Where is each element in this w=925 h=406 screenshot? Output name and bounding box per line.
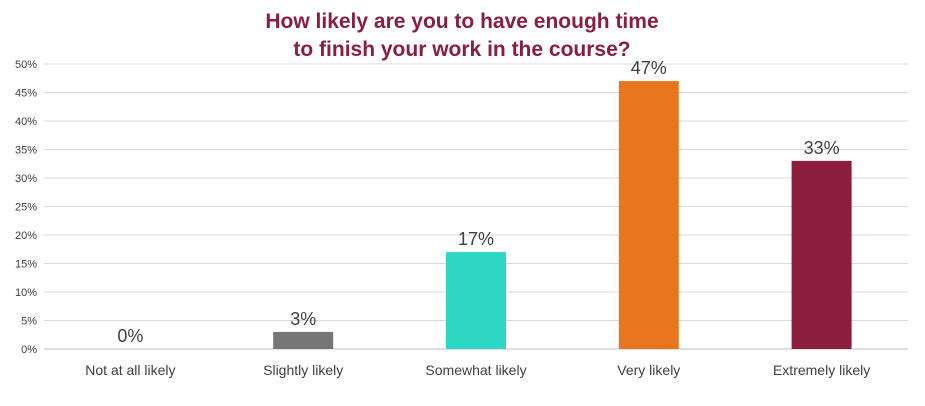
x-tick-label: Somewhat likely — [425, 362, 526, 378]
chart-title: How likely are you to have enough time t… — [265, 10, 658, 61]
x-tick-label: Very likely — [617, 362, 680, 378]
y-tick-label: 45% — [15, 88, 37, 100]
data-label: 3% — [290, 309, 316, 329]
y-tick-label: 25% — [15, 202, 37, 214]
y-tick-label: 15% — [15, 259, 37, 271]
data-label: 0% — [117, 326, 143, 346]
chart-title-line-2: to finish your work in the course? — [293, 38, 630, 61]
gridlines — [44, 63, 908, 350]
x-tick-label: Slightly likely — [263, 362, 343, 378]
y-tick-label: 50% — [15, 59, 37, 71]
x-tick-label: Extremely likely — [773, 362, 870, 378]
y-tick-label: 5% — [21, 316, 37, 328]
bar — [273, 331, 334, 349]
y-tick-label: 35% — [15, 145, 37, 157]
x-axis-tick-labels: Not at all likely Slightly likely Somewhat… — [85, 362, 870, 378]
y-tick-label: 20% — [15, 230, 37, 242]
y-axis-tick-labels: 0% 5% 10% 15% 20% 25% 30% 35% 40% 45% 50% — [15, 59, 37, 356]
x-tick-label: Not at all likely — [85, 362, 175, 378]
bars — [273, 81, 852, 349]
chart-title-line-1: How likely are you to have enough time — [265, 10, 658, 33]
data-label: 33% — [804, 138, 840, 158]
data-label: 17% — [458, 229, 494, 249]
bar — [446, 252, 506, 349]
y-tick-label: 30% — [15, 173, 37, 185]
y-tick-label: 10% — [15, 287, 37, 299]
data-labels: 0% 3% 17% 47% 33% — [117, 58, 839, 346]
y-tick-label: 0% — [21, 344, 37, 356]
y-tick-label: 40% — [15, 116, 37, 128]
bar — [618, 81, 679, 349]
data-label: 47% — [631, 58, 667, 78]
bar — [791, 160, 852, 349]
